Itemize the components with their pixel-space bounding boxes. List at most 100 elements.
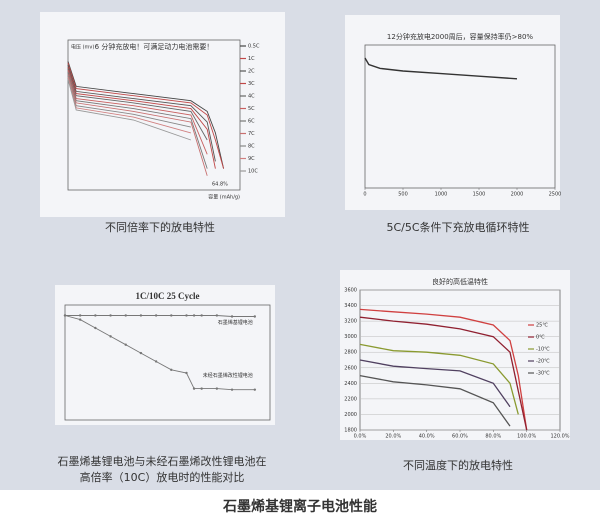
data-point (215, 387, 219, 390)
data-line (359, 343, 519, 415)
data-point (230, 315, 234, 318)
legend-label: 5C (248, 106, 255, 112)
data-line (359, 316, 528, 431)
chart-caption: 不同倍率下的放电特性 (105, 220, 215, 234)
y-tick-label: 2400 (344, 381, 357, 387)
chart-paper (55, 285, 275, 425)
legend-label: 6C (248, 119, 255, 125)
chart-caption: 石墨烯基锂电池与未经石墨烯改性锂电池在高倍率（10C）放电时的性能对比 (58, 454, 267, 484)
x-tick-label: 20.0% (385, 434, 401, 440)
data-point (192, 387, 196, 390)
caption-line: 石墨烯基锂电池与未经石墨烯改性锂电池在 (58, 454, 267, 468)
data-line (67, 68, 208, 141)
data-point (170, 314, 173, 317)
data-point (185, 314, 188, 317)
data-line (67, 69, 208, 155)
x-tick-label: 100.0% (517, 434, 536, 440)
data-point (154, 314, 158, 317)
y-tick-label: 2800 (344, 350, 357, 356)
caption-line: 高倍率（10C）放电时的性能对比 (80, 470, 245, 484)
x-tick-label: 2000 (511, 192, 524, 198)
data-line (64, 315, 255, 391)
data-line (67, 64, 216, 162)
plot-area (364, 44, 556, 189)
x-tick-label: 2500 (549, 192, 562, 198)
chart-title: 12分钟充放电2000周后，容量保持率仍>80% (387, 32, 533, 41)
data-point (200, 387, 203, 390)
data-line (359, 359, 511, 408)
y-tick-label: 3600 (344, 288, 357, 294)
data-point (109, 314, 112, 317)
series-label: 石墨烯基锂电池 (218, 319, 253, 326)
x-tick-label: 1500 (473, 192, 486, 198)
x-tick-label: 80.0% (485, 434, 501, 440)
x-tick-label: 120.0% (550, 434, 569, 440)
caption-line: 不同倍率下的放电特性 (105, 220, 215, 234)
legend-label: 3C (248, 81, 255, 87)
legend-label: 9C (248, 156, 255, 162)
data-point (253, 388, 257, 391)
y-tick-label: 3200 (344, 319, 357, 325)
data-point (154, 360, 158, 363)
data-line (67, 71, 208, 169)
plot-area (67, 39, 241, 191)
data-point (253, 315, 257, 318)
data-point (200, 314, 203, 317)
data-point (192, 314, 196, 317)
legend-label: -30℃ (536, 371, 550, 377)
data-point (78, 314, 82, 317)
series-label: 未经石墨烯改性锂电池 (203, 372, 253, 379)
y-tick-label: 3000 (344, 334, 357, 340)
legend-label: -10℃ (536, 347, 550, 353)
chart-title: 1C/10C 25 Cycle (136, 291, 200, 301)
legend-label: 0.5C (248, 44, 260, 50)
x-tick-label: 40.0% (419, 434, 435, 440)
chart-caption: 不同温度下的放电特性 (403, 458, 513, 472)
y-tick-label: 2600 (344, 365, 357, 371)
data-point (124, 314, 127, 317)
y-tick-label: 2200 (344, 396, 357, 402)
x-tick-label: 60.0% (452, 434, 468, 440)
plot-area (64, 304, 271, 421)
x-tick-label: 0.0% (354, 434, 367, 440)
data-point (170, 368, 173, 372)
data-point (230, 388, 234, 391)
data-point (63, 314, 67, 317)
chart-title: 良好的高低温特性 (432, 277, 488, 286)
y-tick-label: 1800 (344, 428, 357, 434)
legend-label: 0℃ (536, 335, 545, 341)
data-line (364, 57, 518, 80)
data-line (67, 74, 208, 176)
y-axis-label: 电压 (mv) (71, 44, 94, 51)
y-tick-label: 3400 (344, 303, 357, 309)
data-line (67, 66, 216, 169)
data-point (215, 314, 219, 317)
legend-label: 25℃ (536, 323, 548, 329)
data-line (67, 61, 225, 169)
data-line (65, 315, 255, 317)
figure-caption: 石墨烯基锂离子电池性能 (222, 498, 377, 515)
data-line (67, 76, 192, 134)
x-tick-label: 1000 (435, 192, 448, 198)
x-axis-label: 容量 (mAh/g) (208, 194, 240, 201)
legend-label: 4C (248, 94, 255, 100)
data-line (67, 75, 191, 128)
data-point (94, 314, 97, 317)
data-line (67, 62, 225, 169)
data-point (78, 318, 82, 321)
legend-label: -20℃ (536, 359, 550, 365)
chart-paper (345, 15, 560, 210)
data-point (139, 351, 143, 355)
caption-line: 不同温度下的放电特性 (403, 458, 513, 472)
legend-label: 2C (248, 69, 255, 75)
y-tick-label: 2000 (344, 412, 357, 418)
data-line (359, 374, 511, 427)
data-point (124, 343, 127, 346)
legend-label: 1C (248, 56, 255, 62)
data-point (185, 371, 188, 375)
legend-label: 7C (248, 131, 255, 137)
chart-caption: 5C/5C条件下充放电循环特性 (386, 220, 529, 234)
legend-label: 8C (248, 144, 255, 150)
data-line (67, 79, 192, 141)
